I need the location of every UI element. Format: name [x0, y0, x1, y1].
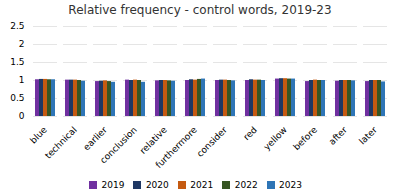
svg-text:furthermore: furthermore [154, 124, 200, 168]
svg-text:1: 1 [19, 75, 25, 85]
html-text:2023: 2023 [279, 179, 302, 190]
svg-text:0.5: 0.5 [10, 93, 24, 103]
svg-text:blue: blue [28, 124, 49, 145]
svg-text:relative: relative [137, 124, 169, 156]
svg-text:after: after [327, 124, 349, 146]
html-text:2022: 2022 [234, 179, 258, 190]
svg-text:2.5: 2.5 [10, 21, 24, 31]
svg-text:0: 0 [19, 111, 25, 121]
svg-text:later: later [357, 125, 379, 147]
svg-text:1.5: 1.5 [10, 57, 24, 67]
html-text:2020: 2020 [145, 179, 169, 190]
svg-text:red: red [241, 125, 259, 143]
svg-text:earlier: earlier [81, 125, 109, 153]
svg-text:2: 2 [19, 39, 25, 49]
html-text:Relative frequency - control w: Relative frequency - control words, 2019… [68, 3, 332, 17]
svg-text:conclusion: conclusion [98, 125, 139, 166]
html-text:2021: 2021 [190, 179, 214, 190]
svg-text:before: before [291, 124, 319, 152]
html-text:2019: 2019 [101, 179, 125, 190]
svg-text:yellow: yellow [262, 125, 289, 152]
svg-text:technical: technical [43, 125, 79, 161]
svg-text:consider: consider [195, 125, 229, 159]
